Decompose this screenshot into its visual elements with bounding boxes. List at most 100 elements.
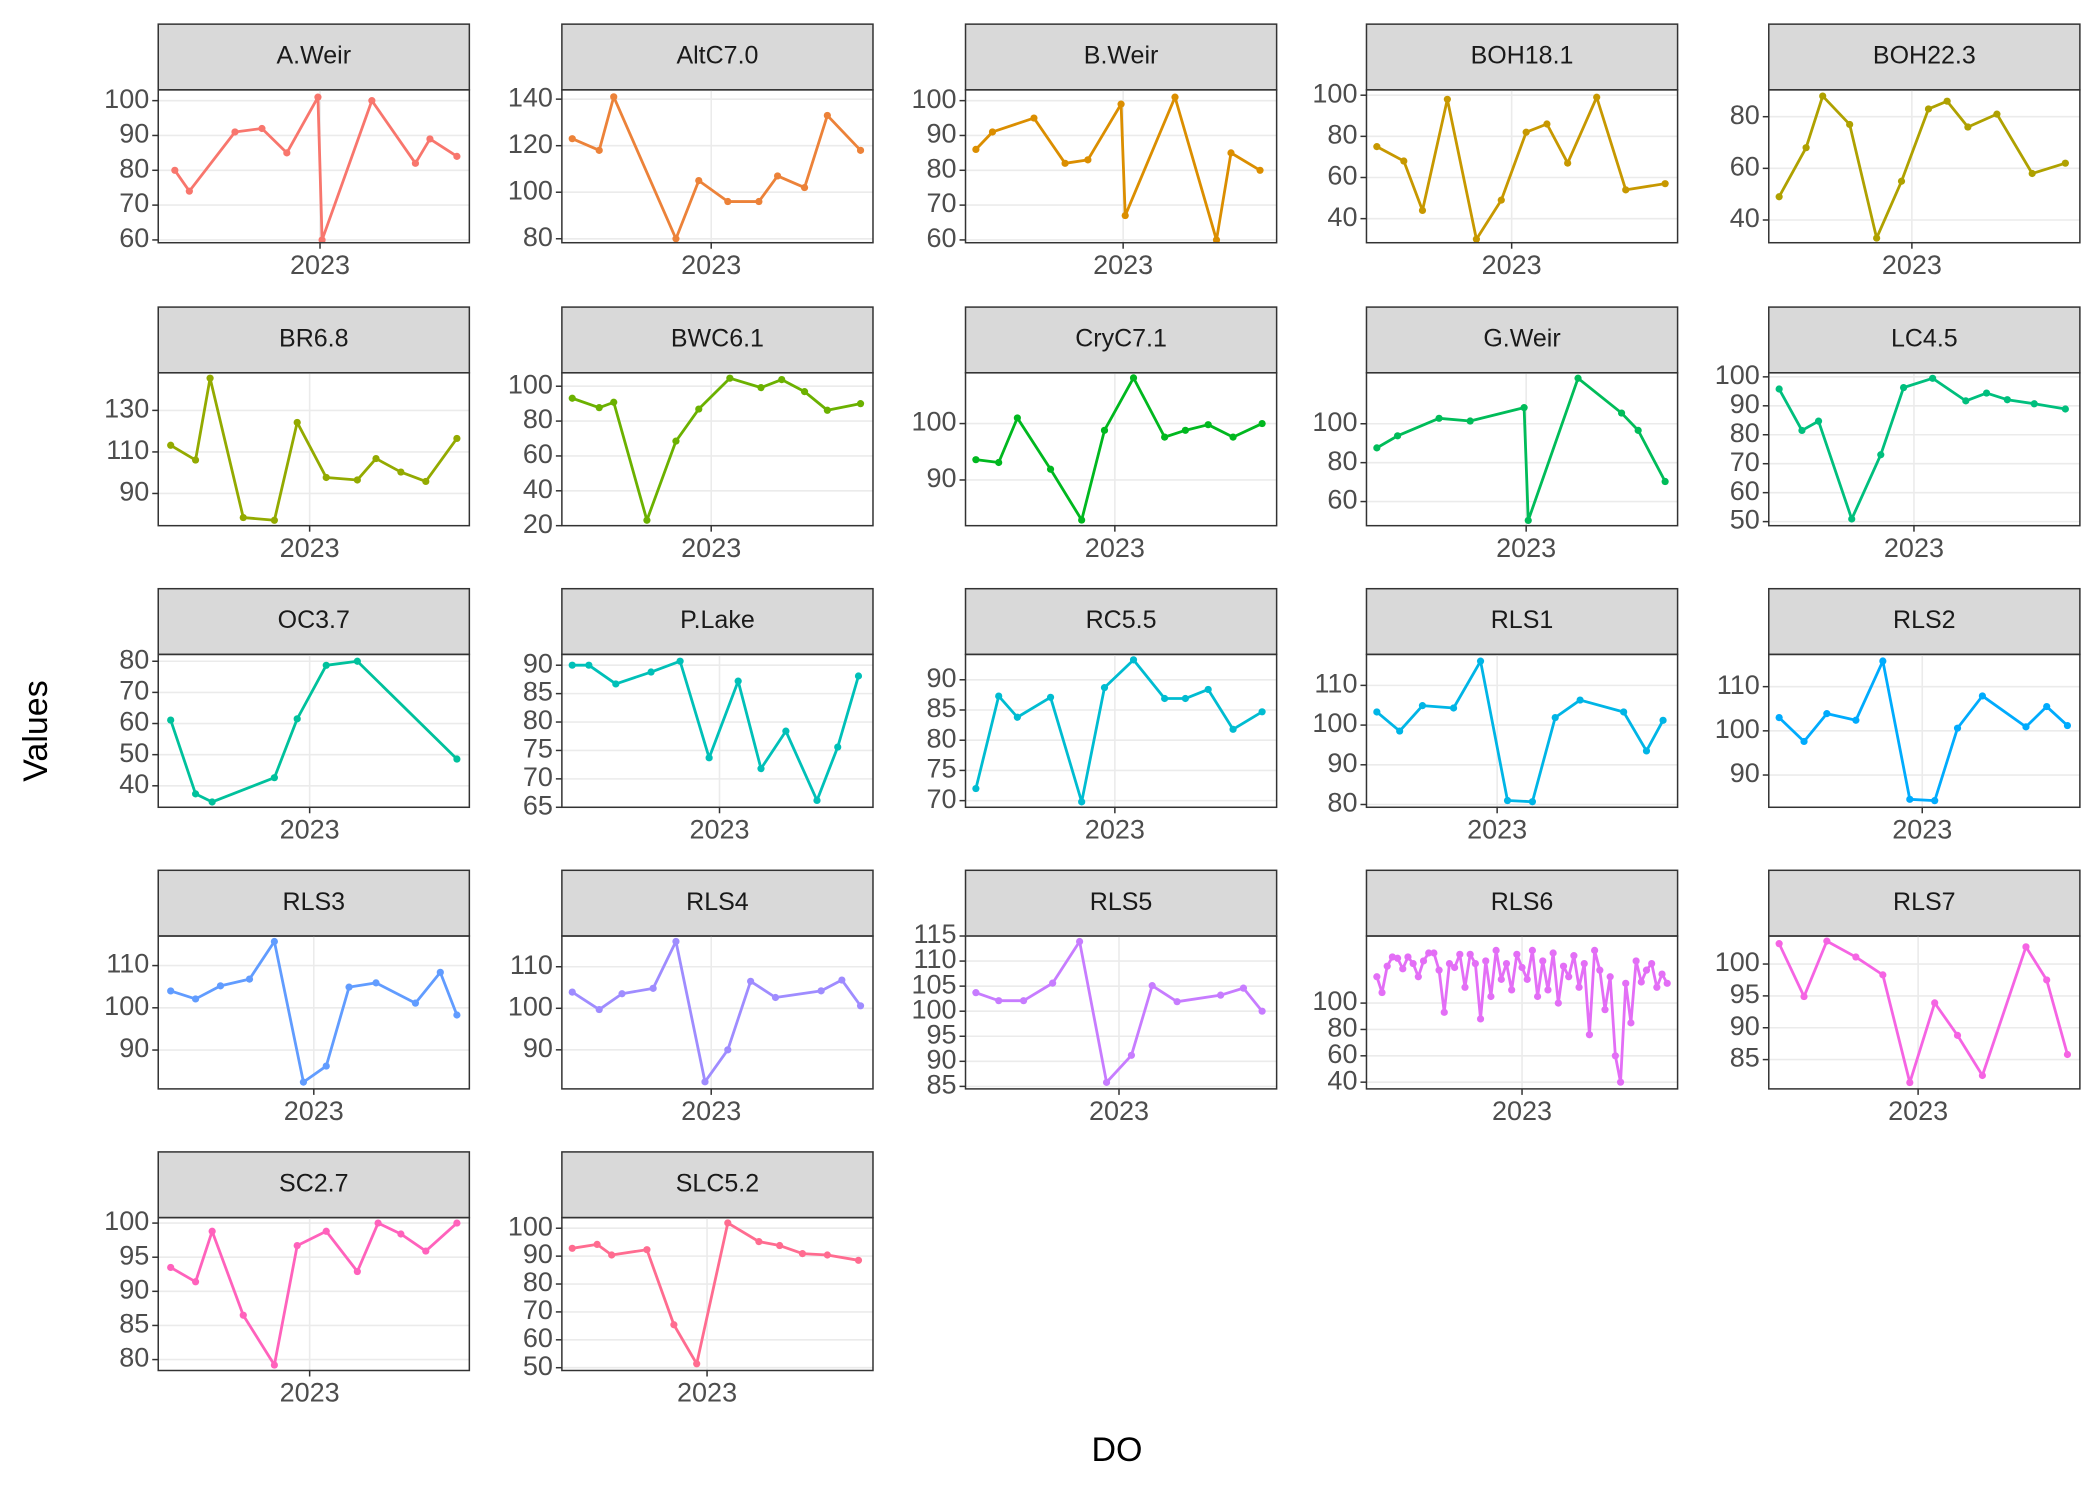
data-point (1418, 702, 1427, 710)
data-point (1497, 196, 1505, 204)
data-point (2063, 721, 2072, 730)
data-point (724, 197, 732, 206)
y-tick-label: 90 (523, 1033, 553, 1063)
data-point (1879, 971, 1887, 979)
strip (157, 1151, 471, 1219)
panel-background (1366, 89, 1678, 243)
series-line (1375, 659, 1665, 804)
data-point (1061, 159, 1069, 167)
y-tick-label: 60 (1327, 1039, 1357, 1069)
panel-border (1768, 653, 2081, 809)
series-line (571, 940, 862, 1084)
strip (1365, 23, 1679, 91)
x-tick-label: 2023 (1882, 250, 1942, 280)
strip-title: LC4.5 (1891, 325, 1958, 353)
y-tick-label: 60 (119, 707, 149, 737)
data-point (1606, 973, 1614, 981)
data-point (2043, 702, 2051, 711)
data-point (972, 784, 980, 793)
data-point (1049, 979, 1057, 987)
data-point (353, 1267, 361, 1276)
data-point (726, 374, 734, 382)
data-point (972, 145, 980, 153)
y-tick-label: 80 (1730, 100, 1760, 130)
data-point (1013, 414, 1021, 422)
data-point (1445, 959, 1454, 968)
data-point (2003, 396, 2011, 404)
panel-border (1365, 372, 1679, 527)
data-point (2063, 1050, 2072, 1059)
panel-border (964, 372, 1278, 527)
x-tick-label: 2023 (280, 533, 340, 563)
data-point (1627, 1019, 1635, 1027)
data-point (245, 975, 254, 983)
data-point (322, 1062, 330, 1070)
panel-border (1365, 653, 1679, 809)
data-point (1492, 946, 1500, 954)
y-tick-label: 100 (911, 994, 956, 1024)
data-point (1396, 727, 1404, 735)
data-point (1523, 975, 1531, 983)
data-point (670, 1321, 678, 1329)
y-tick-label: 80 (119, 153, 149, 183)
series-line (974, 658, 1263, 804)
strip-title: RLS1 (1491, 606, 1554, 634)
data-point (972, 989, 980, 997)
data-point (755, 1238, 763, 1246)
x-tick-label: 2023 (1093, 250, 1153, 280)
data-point (1100, 426, 1109, 434)
panel-background (1366, 654, 1678, 808)
data-point (1648, 959, 1656, 968)
data-point (1533, 992, 1542, 1001)
data-point (372, 979, 380, 987)
y-tick-label: 40 (523, 474, 553, 504)
y-tick-label: 75 (926, 754, 956, 784)
y-tick-label: 100 (508, 175, 553, 205)
data-point (270, 774, 278, 782)
data-point (672, 235, 680, 243)
data-point (453, 1011, 461, 1019)
strip (157, 306, 471, 374)
data-point (1565, 973, 1573, 981)
panel-border (561, 372, 874, 527)
strip (1768, 23, 2081, 91)
x-tick-label: 2023 (284, 1096, 344, 1126)
data-point (206, 374, 214, 382)
y-tick-label: 100 (1715, 714, 1760, 744)
panel-border (157, 935, 471, 1090)
y-tick-label: 85 (926, 1070, 956, 1100)
data-point (757, 765, 765, 773)
data-point (1622, 186, 1630, 194)
panel-border (1768, 935, 2081, 1090)
data-point (643, 516, 651, 524)
data-point (1931, 797, 1939, 805)
y-tick-label: 80 (1730, 418, 1760, 448)
data-point (1616, 1078, 1625, 1086)
data-point (191, 790, 200, 798)
data-point (191, 1278, 200, 1286)
data-point (773, 172, 782, 180)
data-point (171, 166, 179, 174)
y-tick-label: 50 (119, 738, 149, 768)
x-tick-label: 2023 (1085, 814, 1145, 844)
data-point (322, 661, 330, 669)
y-tick-label: 80 (119, 1343, 149, 1373)
data-point (1518, 963, 1526, 972)
data-point (854, 1256, 863, 1264)
data-point (1419, 957, 1428, 965)
data-point (1393, 954, 1402, 962)
data-point (1585, 1031, 1594, 1039)
data-point (568, 1244, 576, 1252)
data-point (411, 999, 420, 1007)
panel-background (561, 654, 873, 808)
data-point (2061, 159, 2069, 167)
data-point (1440, 1008, 1448, 1016)
strip-title: BWC6.1 (671, 325, 764, 353)
data-point (1513, 950, 1521, 958)
data-point (1775, 385, 1783, 393)
series-line (1777, 939, 2069, 1084)
data-point (1430, 949, 1438, 957)
y-tick-label: 95 (926, 1019, 956, 1049)
data-point (372, 454, 380, 463)
